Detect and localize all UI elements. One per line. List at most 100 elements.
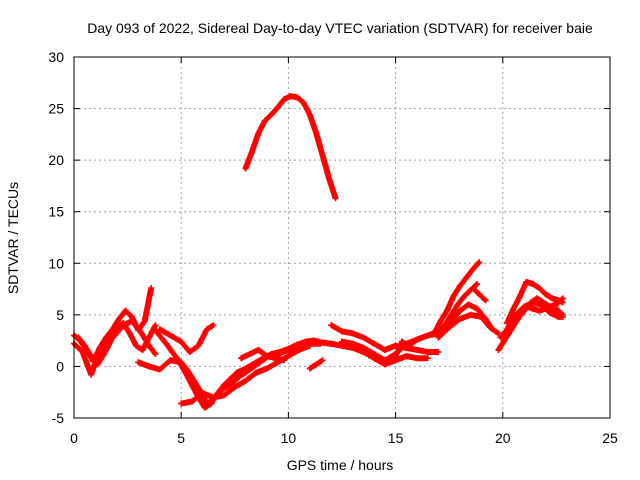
data-point xyxy=(542,291,549,298)
data-point xyxy=(156,326,163,333)
data-point xyxy=(135,359,142,366)
data-point xyxy=(536,307,543,314)
data-point xyxy=(281,96,288,103)
data-point xyxy=(122,307,129,314)
y-tick-label: -5 xyxy=(52,410,65,426)
data-point xyxy=(272,355,279,362)
data-point xyxy=(242,365,249,372)
data-point xyxy=(274,104,281,111)
x-tick-label: 5 xyxy=(177,430,185,446)
data-point xyxy=(549,295,556,302)
data-point xyxy=(371,351,378,358)
x-tick-label: 15 xyxy=(388,430,404,446)
data-point xyxy=(253,359,260,366)
data-point xyxy=(94,353,101,360)
data-point xyxy=(281,357,288,364)
data-point xyxy=(474,305,481,312)
data-point xyxy=(456,315,463,322)
data-point xyxy=(233,369,240,376)
data-point xyxy=(103,334,110,341)
data-point xyxy=(529,280,536,287)
data-point xyxy=(349,340,356,347)
data-point xyxy=(178,400,185,407)
data-point xyxy=(424,348,431,355)
data-point xyxy=(81,342,88,349)
y-tick-label: 15 xyxy=(48,204,64,220)
data-point xyxy=(146,363,153,370)
data-point xyxy=(476,259,483,266)
data-point xyxy=(504,326,511,333)
x-axis-label: GPS time / hours xyxy=(287,457,394,473)
data-point xyxy=(482,297,489,304)
data-point xyxy=(167,332,174,339)
data-point xyxy=(255,346,262,353)
y-tick-label: 30 xyxy=(48,49,64,65)
data-point xyxy=(414,355,421,362)
data-point xyxy=(242,165,249,172)
data-point xyxy=(141,318,148,325)
data-point xyxy=(497,334,504,341)
data-point xyxy=(126,330,133,337)
data-point xyxy=(431,330,438,337)
data-point xyxy=(339,328,345,335)
data-point xyxy=(482,315,489,322)
data-point xyxy=(414,346,421,353)
data-point xyxy=(501,336,508,343)
data-point xyxy=(137,328,144,335)
data-point xyxy=(146,342,153,349)
data-point xyxy=(261,117,268,124)
data-point xyxy=(332,195,339,202)
data-point xyxy=(182,369,189,376)
data-point xyxy=(210,394,217,401)
data-point xyxy=(555,307,562,314)
data-point xyxy=(437,318,444,325)
x-tick-label: 25 xyxy=(602,430,618,446)
data-point xyxy=(328,322,335,329)
data-point xyxy=(360,334,367,341)
data-point xyxy=(152,322,159,329)
data-point xyxy=(339,338,345,345)
data-point xyxy=(456,282,463,289)
y-tick-label: 20 xyxy=(48,152,64,168)
data-point xyxy=(103,340,110,347)
axis-ticks: 0 5 10 15 20 25 -5 0 5 10 15 20 25 30 xyxy=(48,49,618,446)
data-point xyxy=(512,311,519,318)
data-point xyxy=(75,334,82,341)
data-point xyxy=(534,295,541,302)
data-point xyxy=(152,351,159,358)
y-axis-label: SDTVAR / TECUs xyxy=(5,182,21,294)
data-point xyxy=(546,309,553,316)
data-point xyxy=(360,344,367,351)
x-tick-label: 10 xyxy=(281,430,297,446)
data-point xyxy=(349,330,356,337)
data-point xyxy=(510,305,517,312)
data-point xyxy=(300,99,307,106)
data-point xyxy=(88,353,95,360)
data-point xyxy=(253,369,260,376)
data-point xyxy=(381,359,388,366)
marker-trail xyxy=(141,286,154,324)
data-point xyxy=(326,175,333,182)
series-arc-q xyxy=(469,285,488,303)
data-point xyxy=(116,315,123,322)
data-point xyxy=(469,285,476,292)
data-point xyxy=(296,346,303,353)
data-point xyxy=(238,355,245,362)
y-tick-label: 25 xyxy=(48,101,64,117)
grid-lines xyxy=(74,57,610,418)
data-point xyxy=(111,332,118,339)
data-point xyxy=(163,340,170,347)
data-point xyxy=(403,353,410,360)
data-point xyxy=(469,266,476,273)
data-point xyxy=(287,93,294,100)
x-tick-label: 20 xyxy=(495,430,511,446)
data-point xyxy=(529,305,536,312)
data-point xyxy=(381,346,388,353)
data-point xyxy=(463,274,470,281)
data-point xyxy=(208,400,215,407)
data-point xyxy=(79,348,86,355)
data-point xyxy=(454,301,461,308)
data-point xyxy=(559,313,566,320)
data-point xyxy=(450,293,457,300)
